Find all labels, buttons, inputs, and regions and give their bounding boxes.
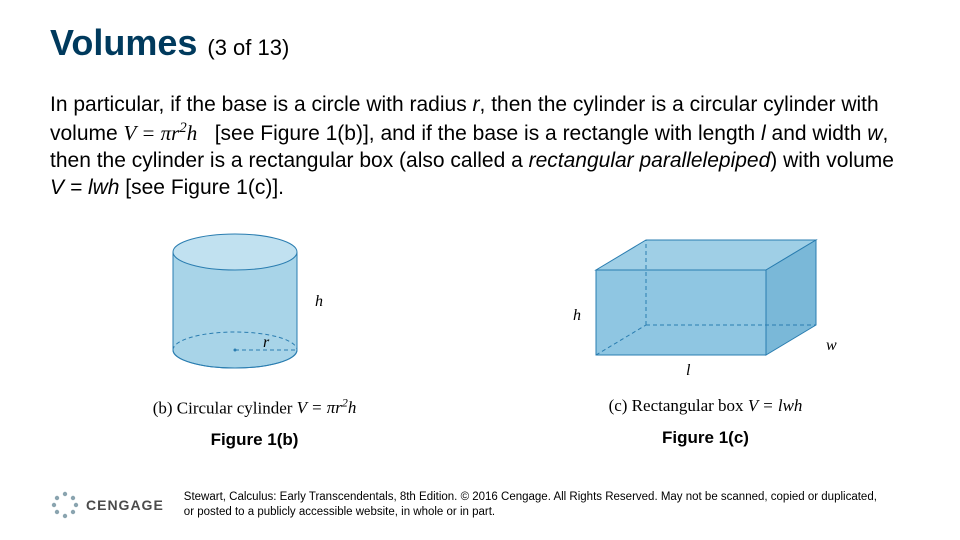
- cengage-logo: CENGAGE: [50, 490, 164, 520]
- figures-row: r h (b) Circular cylinder V = πr2h Figur…: [50, 220, 910, 451]
- figure-c: h l w (c) Rectangular box V = lwh Figure…: [521, 220, 890, 451]
- caption-c-prefix: (c) Rectangular box: [609, 396, 748, 415]
- figure-b-label: Figure 1(b): [211, 430, 299, 450]
- footer: CENGAGE Stewart, Calculus: Early Transce…: [50, 490, 930, 520]
- l-label-box: l: [686, 362, 691, 379]
- formula-box: V = lwh: [50, 176, 119, 199]
- title-main: Volumes: [50, 22, 197, 64]
- slide-title: Volumes (3 of 13): [50, 22, 910, 64]
- caption-b-prefix: (b) Circular cylinder: [153, 398, 297, 417]
- logo-icon: [50, 490, 80, 520]
- caption-b-formula: V = πr2h: [297, 398, 357, 417]
- figure-c-caption: (c) Rectangular box V = lwh: [609, 396, 803, 416]
- slide: Volumes (3 of 13) In particular, if the …: [0, 0, 960, 540]
- body-paragraph: In particular, if the base is a circle w…: [50, 92, 910, 202]
- h-label: h: [315, 293, 323, 310]
- body-text-3: [see Figure 1(b)], and if the base is a …: [209, 122, 761, 145]
- caption-c-formula: V = lwh: [748, 396, 803, 415]
- logo-text: CENGAGE: [86, 497, 164, 513]
- figure-c-label: Figure 1(c): [662, 428, 749, 448]
- body-text-4: and width: [766, 122, 868, 145]
- cylinder-diagram: r h: [145, 220, 365, 390]
- body-text-7: [see Figure 1(c)].: [119, 176, 284, 199]
- r-label: r: [263, 334, 270, 351]
- body-text-1: In particular, if the base is a circle w…: [50, 93, 473, 116]
- title-sub: (3 of 13): [207, 35, 289, 61]
- w-label-box: w: [826, 337, 837, 354]
- figure-b: r h (b) Circular cylinder V = πr2h Figur…: [70, 220, 439, 451]
- figure-b-caption: (b) Circular cylinder V = πr2h: [153, 396, 357, 419]
- body-text-6: ) with volume: [770, 149, 894, 172]
- copyright-text: Stewart, Calculus: Early Transcendentals…: [184, 490, 884, 520]
- term-parallelepiped: rectangular parallelepiped: [529, 149, 771, 172]
- var-r: r: [473, 93, 480, 116]
- formula-cylinder: V = πr2h: [124, 121, 198, 145]
- h-label-box: h: [573, 307, 581, 324]
- var-w: w: [867, 122, 882, 145]
- box-diagram: h l w: [556, 220, 856, 390]
